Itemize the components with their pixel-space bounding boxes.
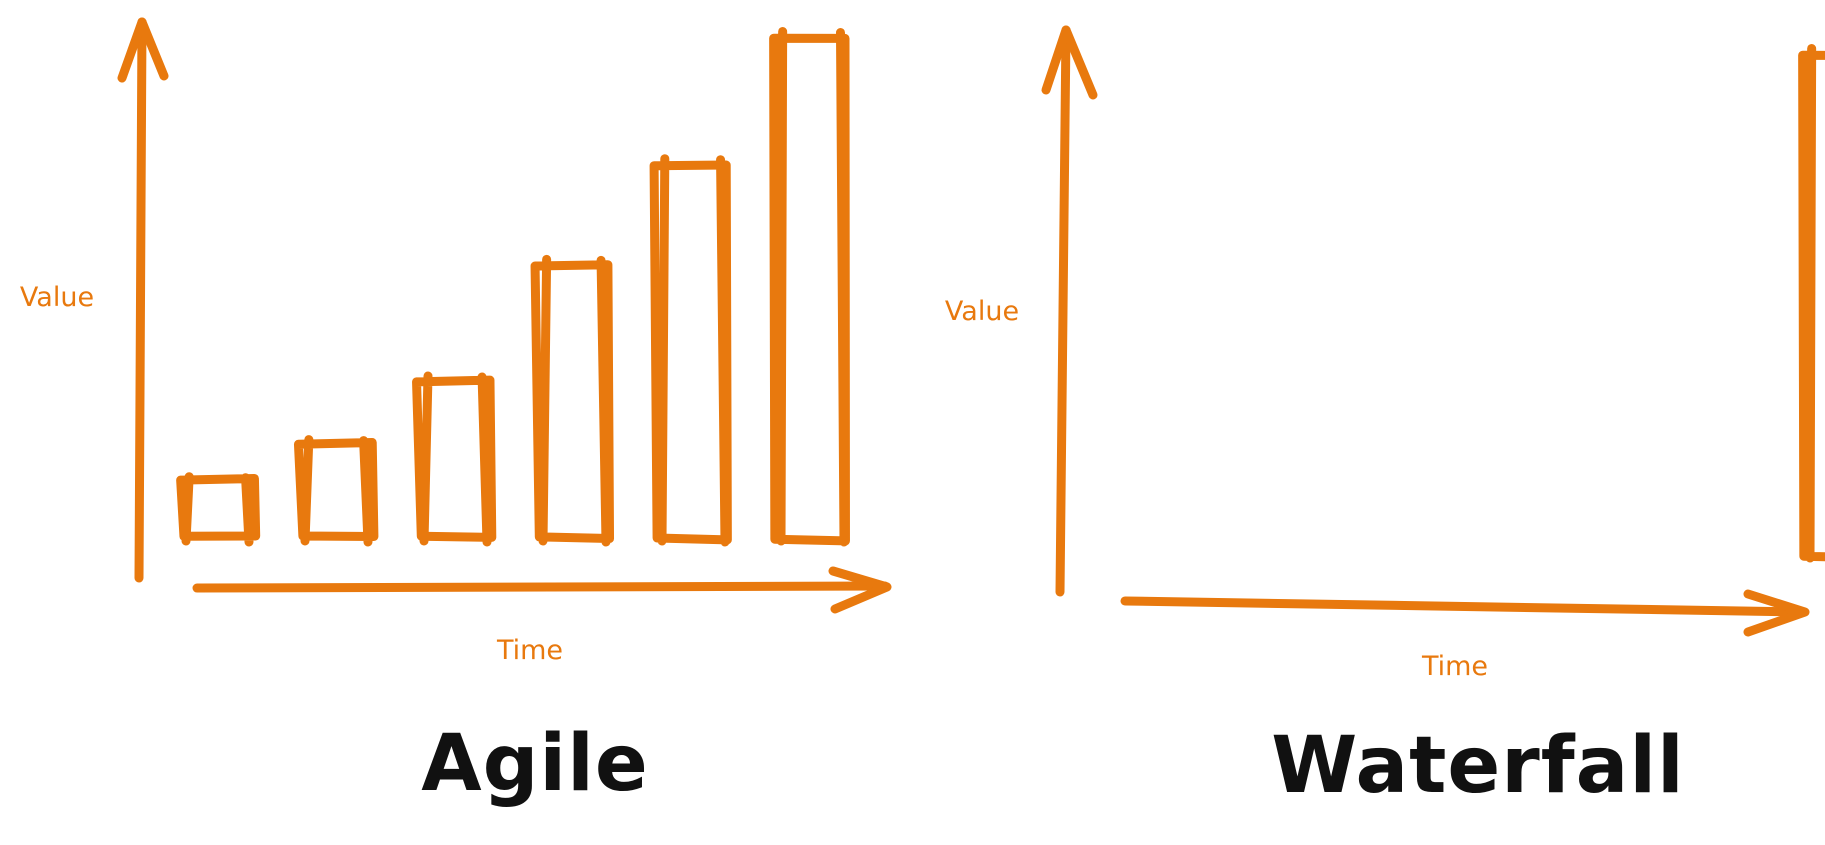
waterfall-x-axis-label: Time <box>1421 651 1488 682</box>
agile-bar-5 <box>649 154 732 547</box>
waterfall-y-axis-arrowhead <box>1041 25 1098 100</box>
waterfall-y-axis <box>1055 25 1071 597</box>
agile-bar-1 <box>176 472 261 547</box>
agile-bar-6 <box>769 27 850 547</box>
agile-y-axis <box>134 17 147 583</box>
waterfall-x-axis-arrowhead <box>1743 589 1810 637</box>
agile-title: Agile <box>421 719 649 809</box>
agile-bars <box>176 27 850 547</box>
waterfall-x-axis <box>1120 596 1808 617</box>
agile-bar-3 <box>412 371 497 547</box>
agile-x-axis-label: Time <box>496 635 563 666</box>
waterfall-bars <box>1798 44 1825 563</box>
agile-y-axis-label: Value <box>20 282 94 313</box>
agile-x-axis-arrowhead <box>828 566 892 614</box>
agile-bar-2 <box>293 435 379 547</box>
waterfall-y-axis-label: Value <box>945 296 1019 327</box>
agile-y-axis-arrowhead <box>117 17 169 83</box>
agile-chart: Value Time Agile <box>20 17 892 809</box>
agile-bar-4 <box>530 254 615 547</box>
waterfall-chart: Value Time Waterfall <box>945 25 1825 811</box>
agile-x-axis <box>192 581 890 593</box>
waterfall-bar-6 <box>1798 44 1825 563</box>
waterfall-title: Waterfall <box>1271 721 1685 811</box>
